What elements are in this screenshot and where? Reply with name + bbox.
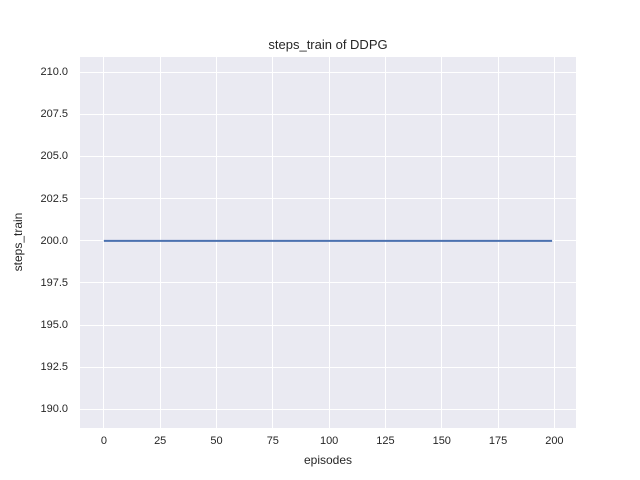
x-tick-label: 100 xyxy=(319,435,339,447)
gridline-vertical xyxy=(272,57,274,428)
x-tick-label: 175 xyxy=(488,435,508,447)
gridline-vertical xyxy=(159,57,161,428)
gridline-horizontal xyxy=(80,155,576,157)
x-tick-label: 0 xyxy=(100,435,107,447)
gridline-vertical xyxy=(328,57,330,428)
series-layer xyxy=(103,239,553,242)
gridline-horizontal xyxy=(80,71,576,73)
gridline-vertical xyxy=(384,57,386,428)
y-tick-label: 197.5 xyxy=(40,276,68,289)
x-tick-label: 75 xyxy=(266,435,279,447)
gridline-horizontal xyxy=(80,113,576,115)
x-tick-label: 125 xyxy=(376,435,395,447)
y-tick-label: 190.0 xyxy=(40,403,68,416)
gridline-vertical xyxy=(216,57,217,428)
y-tick-label: 192.5 xyxy=(40,361,68,374)
x-axis-label: episodes xyxy=(303,453,353,467)
gridline-horizontal xyxy=(80,408,576,410)
gridline-vertical xyxy=(553,57,555,428)
y-tick-label: 205.0 xyxy=(40,150,68,163)
x-tick-label: 150 xyxy=(432,435,451,447)
y-tick-label: 202.5 xyxy=(40,192,68,205)
y-tick-label: 210.0 xyxy=(40,66,68,79)
gridline-vertical xyxy=(497,57,499,428)
y-tick-label: 195.0 xyxy=(40,319,68,332)
gridline-vertical xyxy=(441,57,443,428)
plot-area xyxy=(80,57,576,428)
gridline-horizontal xyxy=(80,366,576,368)
gridline-vertical xyxy=(103,57,105,428)
gridline-horizontal xyxy=(80,282,576,284)
gridline-horizontal xyxy=(80,324,576,326)
chart-title: steps_train of DDPG xyxy=(268,37,388,52)
y-tick-label: 200.0 xyxy=(40,234,68,247)
x-tick-label: 25 xyxy=(154,435,167,447)
x-tick-label: 200 xyxy=(545,435,564,447)
gridline-horizontal xyxy=(80,198,576,200)
x-tick-label: 50 xyxy=(210,435,223,447)
y-tick-label: 207.5 xyxy=(40,108,68,121)
